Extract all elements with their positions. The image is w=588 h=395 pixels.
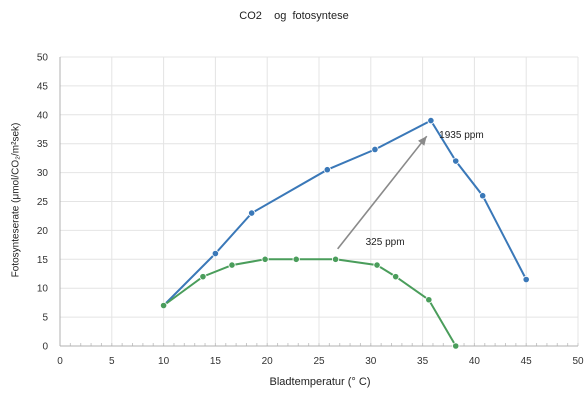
x-tick-label: 45	[521, 356, 533, 367]
y-tick-label: 10	[37, 284, 49, 295]
data-point	[323, 166, 331, 174]
series-line-0	[162, 119, 528, 307]
y-tick-label: 15	[37, 255, 49, 266]
data-point	[373, 261, 381, 269]
data-point	[261, 255, 269, 263]
data-point	[371, 145, 379, 154]
x-tick-label: 0	[57, 356, 63, 367]
y-tick-label: 40	[37, 110, 49, 121]
x-tick-labels: 0 5 10 15 20 25 30 35 40 45 50	[57, 356, 584, 367]
y-tick-label: 35	[37, 139, 49, 150]
arrow-head	[418, 136, 427, 146]
data-point	[522, 275, 530, 284]
axes	[59, 57, 579, 347]
annotations: 1935 ppm 325 ppm	[337, 130, 484, 250]
data-point	[427, 116, 435, 125]
y-tick-label: 50	[37, 53, 49, 64]
data-point	[199, 273, 207, 281]
data-point	[160, 301, 168, 310]
series-line-1	[163, 258, 457, 347]
x-tick-label: 15	[210, 356, 222, 367]
grid-lines	[60, 56, 579, 346]
data-series	[160, 116, 530, 350]
x-tick-label: 5	[109, 356, 115, 367]
data-point	[392, 273, 400, 281]
data-point	[248, 209, 256, 217]
data-point	[452, 342, 460, 350]
y-tick-labels: 0 5 10 15 20 25 30 35 40 45 50	[37, 53, 49, 353]
x-tick-label: 25	[313, 356, 325, 367]
data-point	[425, 296, 433, 304]
x-tick-label: 10	[158, 356, 170, 367]
x-axis-label: Bladtemperatur (° C)	[269, 376, 371, 388]
x-tick-label: 30	[365, 356, 377, 367]
y-axis-label: Fotosynteserate (μmol/CO₂/m²sek)	[10, 122, 22, 278]
data-point	[479, 192, 487, 200]
x-tick-label: 50	[572, 356, 584, 367]
data-point	[292, 255, 300, 263]
y-tick-label: 30	[37, 168, 49, 179]
y-tick-label: 45	[37, 81, 49, 92]
chart-title: CO2 og fotosyntese	[239, 10, 349, 22]
x-tick-label: 40	[469, 356, 481, 367]
data-point	[452, 157, 460, 165]
y-tick-label: 5	[42, 313, 48, 324]
x-tick-label: 20	[262, 356, 274, 367]
annotation-label: 1935 ppm	[439, 130, 483, 141]
y-tick-label: 0	[42, 342, 48, 353]
arrow-line	[337, 135, 428, 250]
annotation-label: 325 ppm	[366, 237, 405, 248]
data-point	[211, 249, 219, 258]
y-tick-label: 20	[37, 226, 49, 237]
y-tick-label: 25	[37, 197, 49, 208]
data-point	[228, 261, 236, 269]
x-tick-label: 35	[417, 356, 429, 367]
data-point	[331, 255, 340, 263]
